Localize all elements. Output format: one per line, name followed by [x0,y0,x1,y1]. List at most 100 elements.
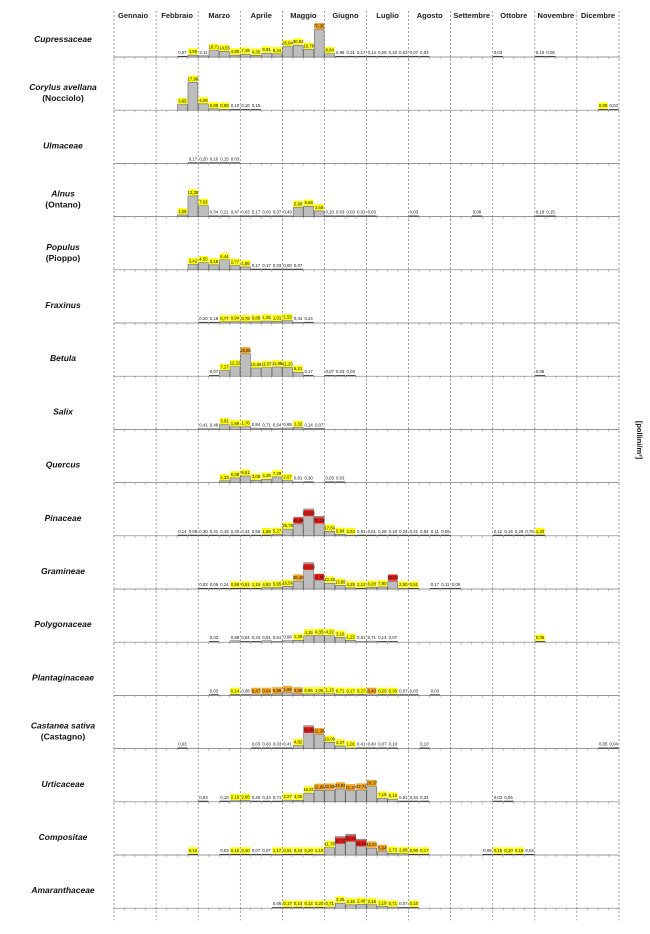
value-label: 0,07 [273,210,282,215]
value-label-bg [377,899,388,906]
value-label: 12,22 [230,361,241,366]
value-label: 5,16 [389,793,398,798]
value-label: 2,33 [220,475,229,480]
value-label-bg [314,628,324,635]
value-label: 0,40 [368,742,377,747]
bar-polygonaceae [313,635,325,643]
value-label: 0,03 [210,688,219,693]
value-label: 0,03 [494,50,503,55]
value-label: 5,84 [336,528,345,533]
bar-salix [240,426,251,430]
bar-gramineae [398,588,409,590]
value-label: 0,71 [389,901,398,906]
bar-quercus [250,479,262,483]
bar-populus [240,266,251,271]
bar-pinaceae [334,534,346,537]
bar-castanea-sativa [313,734,325,749]
value-label: 0,94 [231,316,240,321]
value-label-bg [293,687,303,694]
value-label: 0,10 [536,50,545,55]
value-label-bg [282,473,293,481]
value-label: 6,44 [220,254,229,259]
value-label-bg [251,361,261,368]
value-label-bg [282,579,293,586]
value-label-bg [314,204,324,211]
month-label-luglio: Luglio [376,11,399,20]
value-label-bg [303,687,314,694]
month-label-ottobre: Ottobre [500,11,527,20]
bar-gramineae [334,585,346,590]
taxon-label-castanea-sativa: Castanea sativa [31,721,96,731]
value-label-bg [219,102,230,109]
bar-compositae [398,853,409,856]
value-label: 0,89 [283,422,292,427]
value-label: 0,03 [357,210,366,215]
bar-pinaceae [292,523,304,537]
bar-cupressaceae [187,54,199,58]
value-label: 0,07 [294,263,303,268]
value-label: 0,07 [210,369,219,374]
taxon-subtitle-castanea-sativa: (Castagno) [41,732,86,742]
value-label-bg [493,847,503,854]
value-label: 0,10 [389,50,398,55]
value-label-bg [240,847,251,854]
value-label: 0,89 [252,316,261,321]
value-label: 1,05 [315,688,324,693]
taxon-label-amaranthaceae: Amaranthaceae [30,885,95,895]
value-label-bg [282,360,293,367]
value-label: 0,03 [262,210,271,215]
value-label: 0,34 [420,795,429,800]
value-label: 0,51 [283,848,292,853]
value-label-bg [314,900,324,907]
bar-urticaceae [356,789,367,803]
bar-gramineae [303,562,314,590]
value-label-bg [188,257,198,264]
value-label: 0,71 [262,422,271,427]
taxon-label-alnus: Alnus [50,189,75,199]
value-label: 1,69 [283,687,292,692]
value-label: 0,91 [262,635,271,640]
value-label-bg [345,528,356,535]
bar-salix [208,428,220,430]
value-label-bg [345,740,356,748]
value-label-bg [324,46,335,54]
value-label: 0,34 [410,795,419,800]
value-label: 22,72 [356,784,367,789]
bar-salix [250,427,262,430]
value-label-bg [388,900,398,907]
value-label: 0,03 [252,742,261,747]
value-label: 11,78 [324,842,335,847]
value-label: 0,49 [283,210,292,215]
value-label-bg [282,522,293,529]
value-label: 0,14 [368,50,377,55]
value-label: 0,17 [283,901,292,906]
value-label-bg [261,528,272,535]
value-label: 3,65 [178,99,187,104]
value-label-bg [209,258,219,265]
value-label-bg [177,97,188,105]
bar-plantaginaceae [334,694,346,696]
value-label: 5,65 [273,582,282,587]
value-label-bg [219,418,230,425]
value-label: 0,48 [210,422,219,427]
value-label: 0,10 [420,742,429,747]
bar-castanea-sativa [324,742,335,749]
value-label: 0,76 [525,529,534,534]
value-label: 3,08 [252,474,261,479]
value-label-bg [293,738,303,746]
value-label-bg [272,470,282,477]
value-label: 1,33 [536,529,545,534]
value-label: 10,65 [251,362,262,367]
value-label: 11,23 [282,361,293,366]
value-label: 30,52 [293,39,304,44]
value-label: 5,90 [294,201,303,206]
value-label: 0,10 [410,901,419,906]
value-label: 0,24 [294,848,303,853]
value-label-bg [219,363,230,371]
value-label-bg [230,687,240,694]
bar-populus [219,259,230,271]
value-label-bg [409,581,419,588]
value-label: 0,00 [283,263,292,268]
value-label: 0,05 [452,582,461,587]
